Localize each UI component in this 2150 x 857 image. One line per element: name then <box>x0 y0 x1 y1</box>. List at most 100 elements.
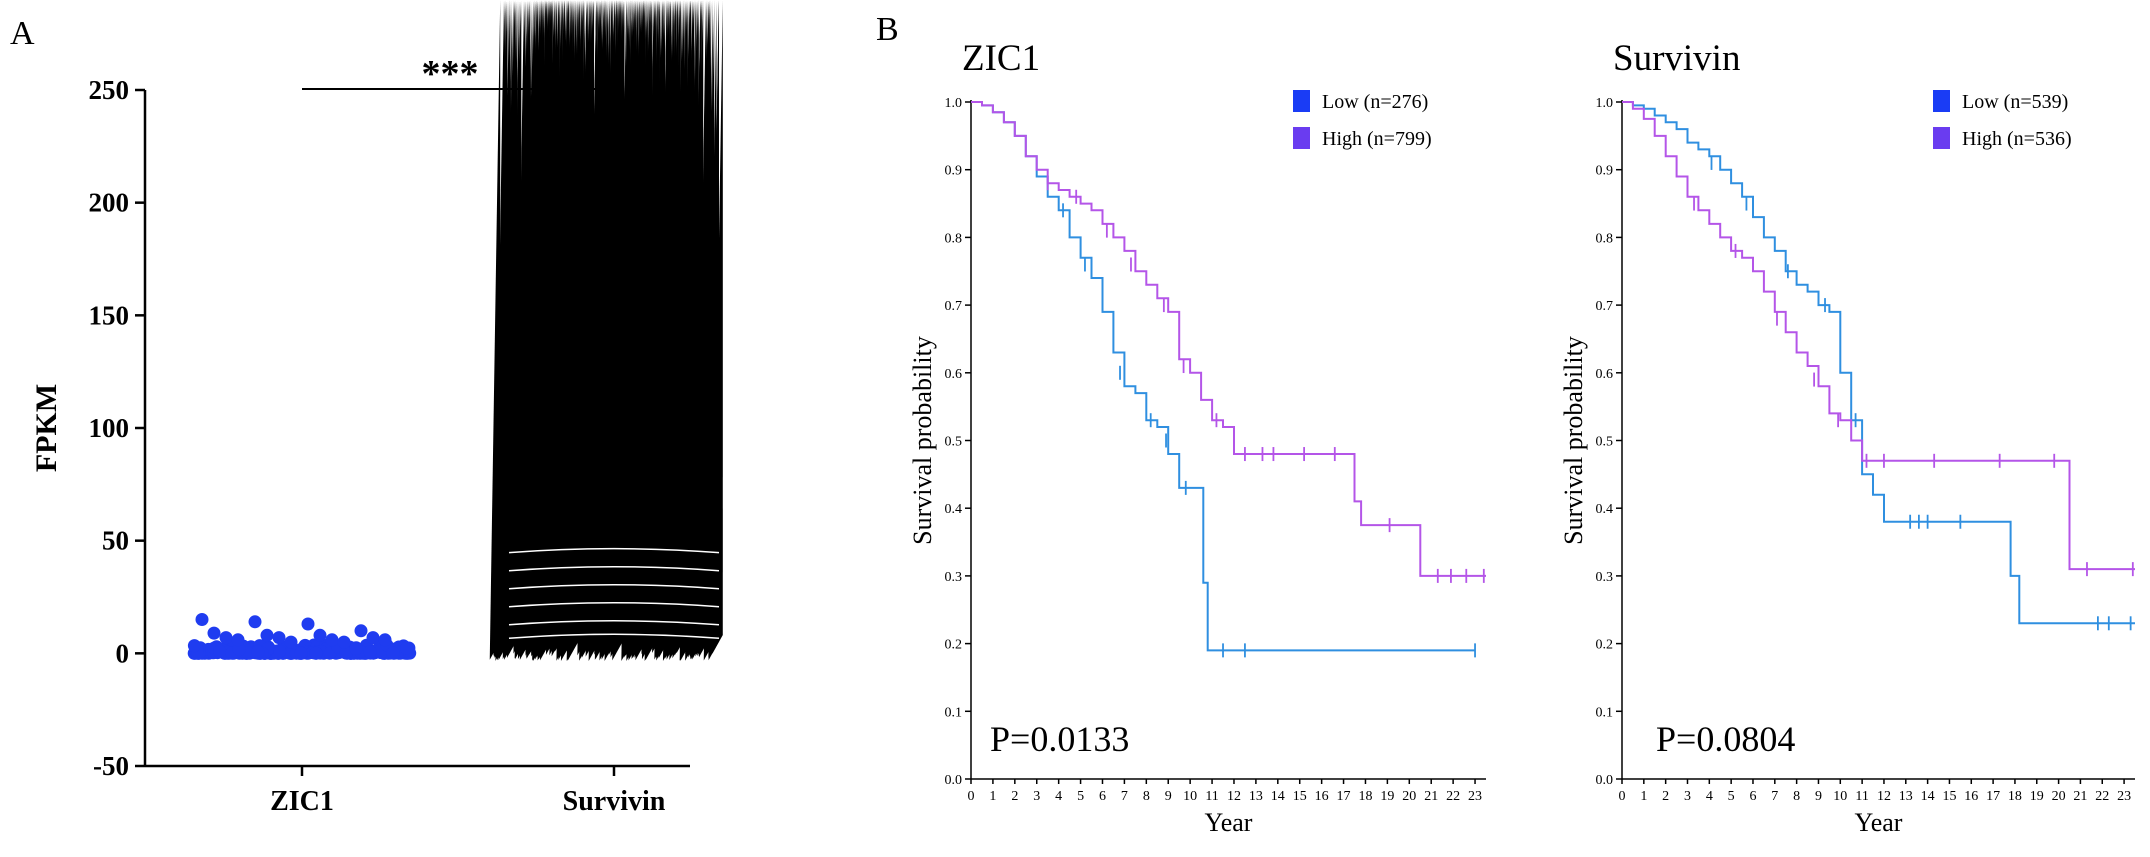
x-tick-label: 19 <box>1380 789 1394 804</box>
x-tick-label: 23 <box>2117 789 2131 804</box>
y-tick-label: 0.2 <box>1596 638 1614 653</box>
x-tick-label: 6 <box>1749 789 1756 804</box>
x-tick-label: 18 <box>2008 789 2022 804</box>
zic1-point <box>251 645 265 659</box>
survivin-point <box>568 0 579 656</box>
y-tick-label: 0.9 <box>945 164 963 179</box>
survival-curve <box>971 101 1486 577</box>
survivin-point <box>653 0 664 575</box>
survivin-point <box>670 0 681 581</box>
x-tick-label: 10 <box>1833 789 1847 804</box>
survivin-point <box>514 0 525 609</box>
y-tick-label: 0.4 <box>945 502 963 517</box>
x-tick-label: 2 <box>1011 789 1018 804</box>
zic1-point <box>400 641 414 655</box>
band-line <box>508 633 720 640</box>
y-tick-label: 0.6 <box>1596 367 1614 382</box>
zic1-point <box>213 644 227 658</box>
x-tick-label: 5 <box>1077 789 1084 804</box>
x-tick-label: 3 <box>1033 789 1040 804</box>
y-tick-label: 50 <box>102 526 129 556</box>
survivin-point <box>641 0 652 558</box>
x-axis-label: Year <box>1855 808 1903 837</box>
survivin-point <box>536 0 547 581</box>
series-survivin <box>489 0 723 662</box>
survivin-point <box>519 0 531 660</box>
y-tick-label: 0.1 <box>945 705 963 720</box>
y-tick-label: 0.0 <box>945 773 963 788</box>
legend-swatch <box>1933 127 1950 149</box>
y-tick-label: 1.0 <box>945 96 963 111</box>
y-tick-label: 0.8 <box>945 231 963 246</box>
survivin-point <box>620 437 642 456</box>
survivin-point <box>631 0 643 660</box>
x-tick-label: 17 <box>1986 789 2000 804</box>
legend-label: High (n=799) <box>1322 128 1432 150</box>
x-tick-label: 1 <box>1640 789 1647 804</box>
survivin-point <box>658 0 670 658</box>
y-axis-label: Survival probability <box>908 336 937 545</box>
survival-curve <box>971 101 1475 652</box>
x-tick-label: 7 <box>1771 789 1778 804</box>
y-tick-label: 0.7 <box>945 299 963 314</box>
zic1-point <box>325 633 339 647</box>
x-tick-label: 9 <box>1165 789 1172 804</box>
x-tick-label: 22 <box>2095 789 2109 804</box>
zic1-point <box>363 645 377 659</box>
zic1-point <box>232 642 246 656</box>
survivin-point <box>603 335 625 355</box>
zic1-point <box>339 646 353 660</box>
p-value: P=0.0804 <box>1656 719 1795 759</box>
survivin-point <box>504 0 515 638</box>
survivin-point <box>495 0 507 654</box>
zic1-point <box>313 628 327 642</box>
chart-title: Survivin <box>1613 38 1740 79</box>
zic1-point <box>272 631 286 645</box>
y-tick-label: 250 <box>89 75 130 105</box>
x-tick-label: 8 <box>1793 789 1800 804</box>
x-tick-label: 14 <box>1271 789 1285 804</box>
zic1-point <box>337 635 351 649</box>
zic1-point <box>248 615 262 629</box>
y-tick-label: 0.3 <box>945 570 963 585</box>
survivin-point <box>611 0 622 577</box>
survivin-point <box>581 491 603 511</box>
y-axis-label: FPKM <box>30 384 63 472</box>
zic1-point <box>260 628 274 642</box>
survivin-point <box>712 0 723 654</box>
series-high <box>971 101 1486 583</box>
survivin-point <box>561 0 572 552</box>
x-tick-label: 16 <box>1964 789 1978 804</box>
survivin-point <box>594 0 606 554</box>
x-tick-label: 20 <box>2052 789 2066 804</box>
x-tick-label: 21 <box>2073 789 2087 804</box>
x-tick-label: 11 <box>1855 789 1868 804</box>
band-line <box>508 602 720 608</box>
survival-curve <box>1622 101 2135 571</box>
survivin-point <box>603 0 614 585</box>
p-value: P=0.0133 <box>990 719 1129 759</box>
y-tick-label: 0.7 <box>1596 299 1614 314</box>
x-tick-label: 21 <box>1424 789 1438 804</box>
survivin-point <box>692 0 703 660</box>
y-tick-label: 0.2 <box>945 638 963 653</box>
zic1-point <box>187 639 201 653</box>
x-tick-label: 4 <box>1706 789 1713 804</box>
band-line <box>508 565 720 572</box>
survivin-point <box>708 0 720 661</box>
zic1-point <box>231 633 245 647</box>
panel-label-b: B <box>876 11 899 48</box>
survivin-point <box>582 0 594 598</box>
y-tick-label: 0.5 <box>1596 435 1614 450</box>
survivin-point <box>644 518 666 538</box>
y-tick-label: 0.0 <box>1596 773 1614 788</box>
zic1-point <box>386 646 400 660</box>
survivin-point <box>636 502 658 522</box>
y-tick-label: 0.6 <box>945 367 963 382</box>
x-tick-label: 12 <box>1877 789 1891 804</box>
x-tick-label: 23 <box>1468 789 1482 804</box>
zic1-point <box>273 644 287 658</box>
x-tick-label: 13 <box>1899 789 1913 804</box>
